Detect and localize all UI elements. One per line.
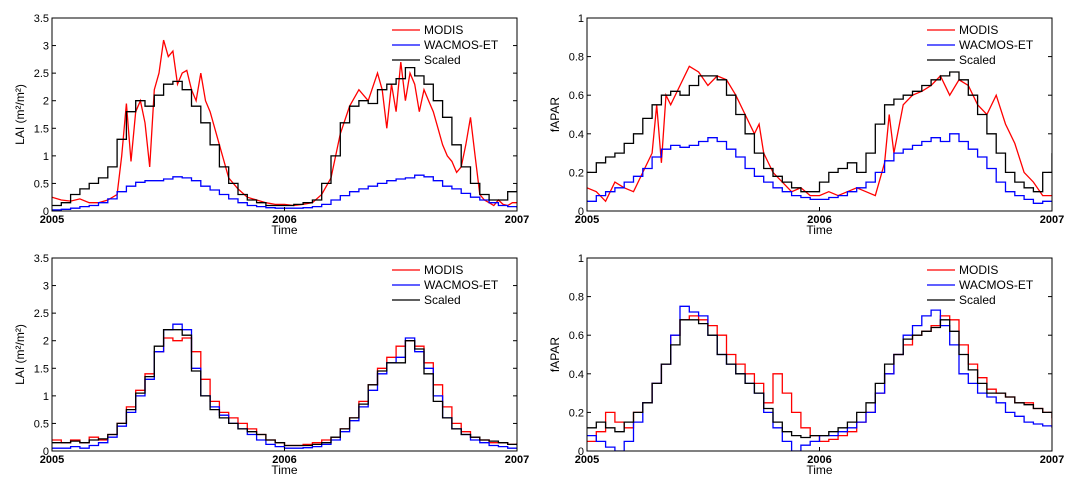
y-tick-label: 2.5 <box>34 68 49 80</box>
legend-label: Scaled <box>424 53 461 67</box>
x-axis-label: Time <box>271 463 298 477</box>
series-line-scaled <box>52 329 517 447</box>
legend-label: MODIS <box>424 23 463 37</box>
y-tick-label: 1 <box>43 151 49 163</box>
y-tick-label: 0 <box>578 446 584 458</box>
y-tick-label: 0 <box>578 206 584 218</box>
x-axis-label: Time <box>806 463 833 477</box>
x-tick-label: 2006 <box>272 454 296 466</box>
legend-label: MODIS <box>959 23 998 37</box>
series-line-scaled <box>52 66 517 207</box>
series-line-wacmos-et <box>587 133 1052 204</box>
legend-label: Scaled <box>424 293 461 307</box>
x-tick-label: 2005 <box>575 214 599 226</box>
y-tick-label: 0.5 <box>34 418 49 430</box>
y-tick-label: 2 <box>43 336 49 348</box>
series-line-wacmos-et <box>587 305 1052 451</box>
x-tick-label: 2005 <box>40 454 64 466</box>
y-tick-label: 0 <box>43 446 49 458</box>
legend-label: WACMOS-ET <box>424 278 499 292</box>
x-axis-label: Time <box>806 223 833 237</box>
series-line-scaled <box>587 71 1052 193</box>
legend-label: Scaled <box>959 53 996 67</box>
y-tick-label: 0 <box>43 206 49 218</box>
y-tick-label: 1.5 <box>34 363 49 375</box>
legend-label: WACMOS-ET <box>959 278 1034 292</box>
y-tick-label: 2.5 <box>34 308 49 320</box>
x-tick-label: 2007 <box>1040 214 1064 226</box>
y-tick-label: 0.2 <box>569 407 584 419</box>
y-tick-label: 0.6 <box>569 330 584 342</box>
legend-label: WACMOS-ET <box>959 38 1034 52</box>
y-tick-label: 3 <box>43 281 49 293</box>
series-line-modis <box>52 337 517 447</box>
y-tick-label: 3 <box>43 41 49 53</box>
series-line-wacmos-et <box>52 174 517 211</box>
y-tick-label: 0.8 <box>569 52 584 64</box>
y-tick-label: 0.8 <box>569 292 584 304</box>
chart-panel-1 <box>51 17 518 212</box>
legend-label: MODIS <box>959 263 998 277</box>
chart-panel-2 <box>586 17 1053 212</box>
y-tick-label: 1.5 <box>34 123 49 135</box>
legend-label: MODIS <box>424 263 463 277</box>
legend-label: WACMOS-ET <box>424 38 499 52</box>
x-tick-label: 2006 <box>807 214 831 226</box>
y-tick-label: 1 <box>578 253 584 265</box>
y-axis-label: fAPAR <box>548 337 562 372</box>
x-tick-label: 2005 <box>575 454 599 466</box>
x-tick-label: 2007 <box>505 214 529 226</box>
series-line-scaled <box>587 319 1052 439</box>
chart-panel-4 <box>586 257 1053 452</box>
y-axis-label: fAPAR <box>548 97 562 132</box>
x-tick-label: 2007 <box>1040 454 1064 466</box>
y-tick-label: 3.5 <box>34 253 49 265</box>
x-tick-label: 2006 <box>807 454 831 466</box>
x-tick-label: 2006 <box>272 214 296 226</box>
series-line-modis <box>587 315 1052 443</box>
y-tick-label: 2 <box>43 96 49 108</box>
y-tick-label: 0.5 <box>34 178 49 190</box>
y-axis-label: LAI (m²/m²) <box>13 324 27 385</box>
y-tick-label: 0.4 <box>569 369 584 381</box>
x-axis-label: Time <box>271 223 298 237</box>
y-axis-label: LAI (m²/m²) <box>13 84 27 145</box>
y-tick-label: 1 <box>578 13 584 25</box>
series-line-modis <box>52 39 517 207</box>
y-tick-label: 0.2 <box>569 167 584 179</box>
y-tick-label: 1 <box>43 391 49 403</box>
chart-panel-3 <box>51 257 518 452</box>
y-tick-label: 0.4 <box>569 129 584 141</box>
legend-label: Scaled <box>959 293 996 307</box>
series-line-wacmos-et <box>52 323 517 449</box>
x-tick-label: 2007 <box>505 454 529 466</box>
y-tick-label: 3.5 <box>34 13 49 25</box>
x-tick-label: 2005 <box>40 214 64 226</box>
y-tick-label: 0.6 <box>569 90 584 102</box>
series-line-modis <box>587 65 1052 203</box>
